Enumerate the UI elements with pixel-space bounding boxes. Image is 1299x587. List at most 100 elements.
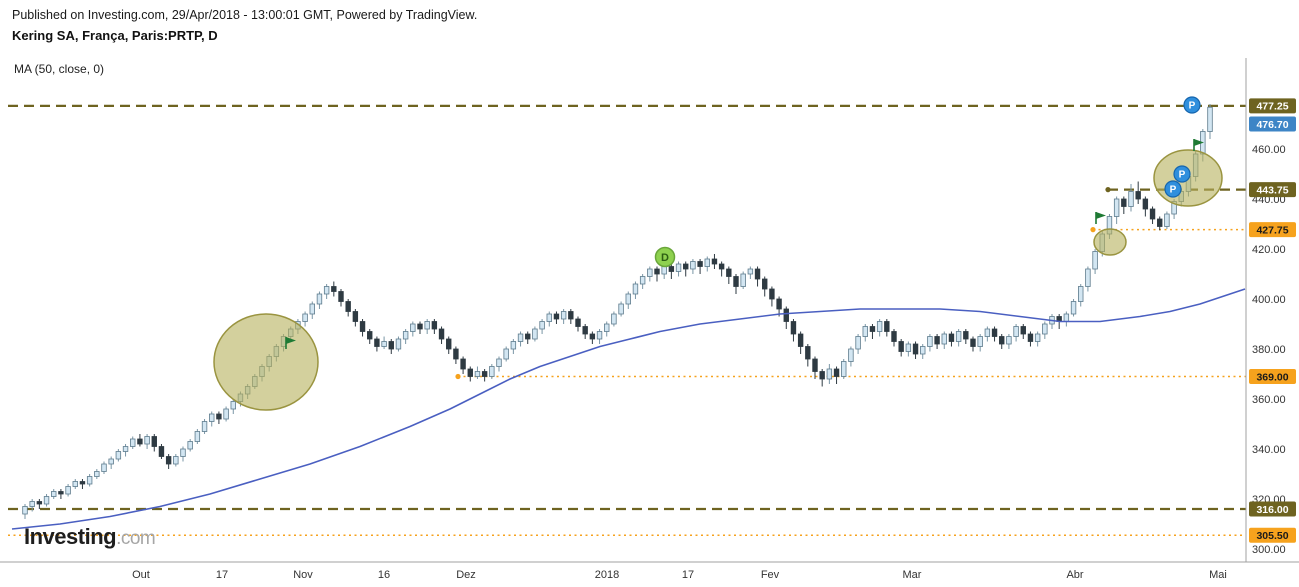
candle-body (309, 303, 315, 315)
candle-body (1042, 323, 1048, 335)
candle-body (991, 328, 998, 337)
level-price-label (1249, 527, 1296, 543)
candle-body (467, 368, 473, 377)
x-tick-label: Fev (761, 569, 780, 581)
candle-body (819, 371, 825, 380)
candle-body (223, 408, 229, 420)
level-anchor[interactable] (1105, 187, 1111, 193)
level-price-label-text: 369.00 (1256, 371, 1288, 383)
p-marker[interactable] (1164, 180, 1182, 198)
candle-body (999, 336, 1005, 345)
level-price-label-text: 427.75 (1256, 224, 1288, 236)
ma-indicator-label[interactable]: MA (50, close, 0) (14, 62, 105, 76)
candle-body (740, 273, 746, 287)
candle-body (1128, 191, 1134, 207)
candle-body (1135, 191, 1141, 200)
candle-body (29, 501, 35, 507)
candle-body (683, 263, 689, 270)
candle-body (331, 286, 337, 292)
x-tick-label: Nov (293, 569, 313, 581)
flag-icon[interactable] (1194, 139, 1204, 146)
candle-body (941, 333, 947, 345)
level-anchor[interactable] (1090, 227, 1096, 233)
candle-body (517, 333, 524, 342)
candle-body (1142, 198, 1149, 210)
candle-body (1013, 326, 1019, 337)
p-marker[interactable] (1173, 165, 1191, 183)
candle-body (855, 336, 861, 350)
candle-body (805, 346, 811, 360)
candle-body (891, 331, 897, 342)
flag-icon[interactable] (286, 337, 296, 344)
candle-body (151, 436, 157, 447)
candle-body (338, 291, 344, 302)
candle-body (697, 261, 703, 267)
candle-body (359, 321, 366, 332)
x-tick-label: Mai (1209, 569, 1227, 581)
candle-body (762, 278, 768, 290)
x-tick-label: 17 (216, 569, 228, 581)
candle-body (611, 313, 617, 325)
candle-body (841, 361, 847, 377)
candle-body (1121, 198, 1127, 207)
candle-body (72, 481, 78, 487)
candle-body (1157, 218, 1163, 227)
candle-body (553, 313, 560, 320)
candle-body (460, 358, 466, 370)
candle-body (453, 348, 459, 360)
candle-body (769, 288, 775, 300)
candle-body (539, 321, 545, 330)
candle-body (36, 501, 43, 505)
candle-body (582, 326, 588, 335)
candle-body (115, 451, 122, 460)
candle-body (618, 303, 624, 315)
candle-body (1020, 326, 1026, 335)
candle-body (984, 328, 991, 337)
ellipse-annotation[interactable] (213, 313, 319, 411)
candle-body (1063, 313, 1070, 322)
candle-body (639, 276, 646, 285)
candle-body (158, 446, 165, 457)
candle-body (546, 313, 552, 322)
level-price-label-text: 305.50 (1256, 530, 1288, 542)
candle-body (1113, 198, 1120, 217)
candle-body (194, 431, 201, 442)
p-marker[interactable] (1183, 96, 1201, 114)
candle-body (323, 286, 330, 295)
candle-body (1034, 333, 1041, 342)
candle-body (65, 486, 71, 495)
candle-body (596, 331, 603, 340)
p-marker-label: P (1170, 185, 1177, 196)
candle-body (1070, 301, 1077, 315)
candle-body (431, 321, 438, 330)
candle-body (381, 341, 387, 347)
d-marker[interactable] (654, 246, 676, 268)
candle-body (927, 336, 933, 347)
candle-body (920, 346, 926, 355)
candle-body (122, 446, 129, 452)
candle-body (790, 321, 797, 335)
candle-body (86, 476, 93, 485)
candle-body (489, 366, 495, 377)
candle-body (955, 331, 962, 342)
level-price-label-text: 477.25 (1256, 101, 1288, 113)
y-tick-label: 400.00 (1252, 294, 1286, 306)
level-anchor[interactable] (455, 373, 461, 380)
ellipse-annotation[interactable] (1093, 228, 1127, 256)
candle-body (1078, 286, 1084, 302)
flag-icon[interactable] (1096, 212, 1106, 219)
candle-body (187, 441, 193, 450)
candle-body (402, 331, 409, 340)
level-price-label (1249, 182, 1296, 198)
ma50-line[interactable] (11, 288, 1246, 530)
candle-body (417, 323, 423, 330)
last-price-label (1249, 116, 1296, 132)
candle-body (948, 333, 955, 342)
candle-body (776, 298, 782, 310)
candle-body (58, 491, 64, 495)
candle-body (905, 343, 912, 352)
candle-body (1027, 333, 1034, 342)
candle-body (876, 321, 883, 332)
